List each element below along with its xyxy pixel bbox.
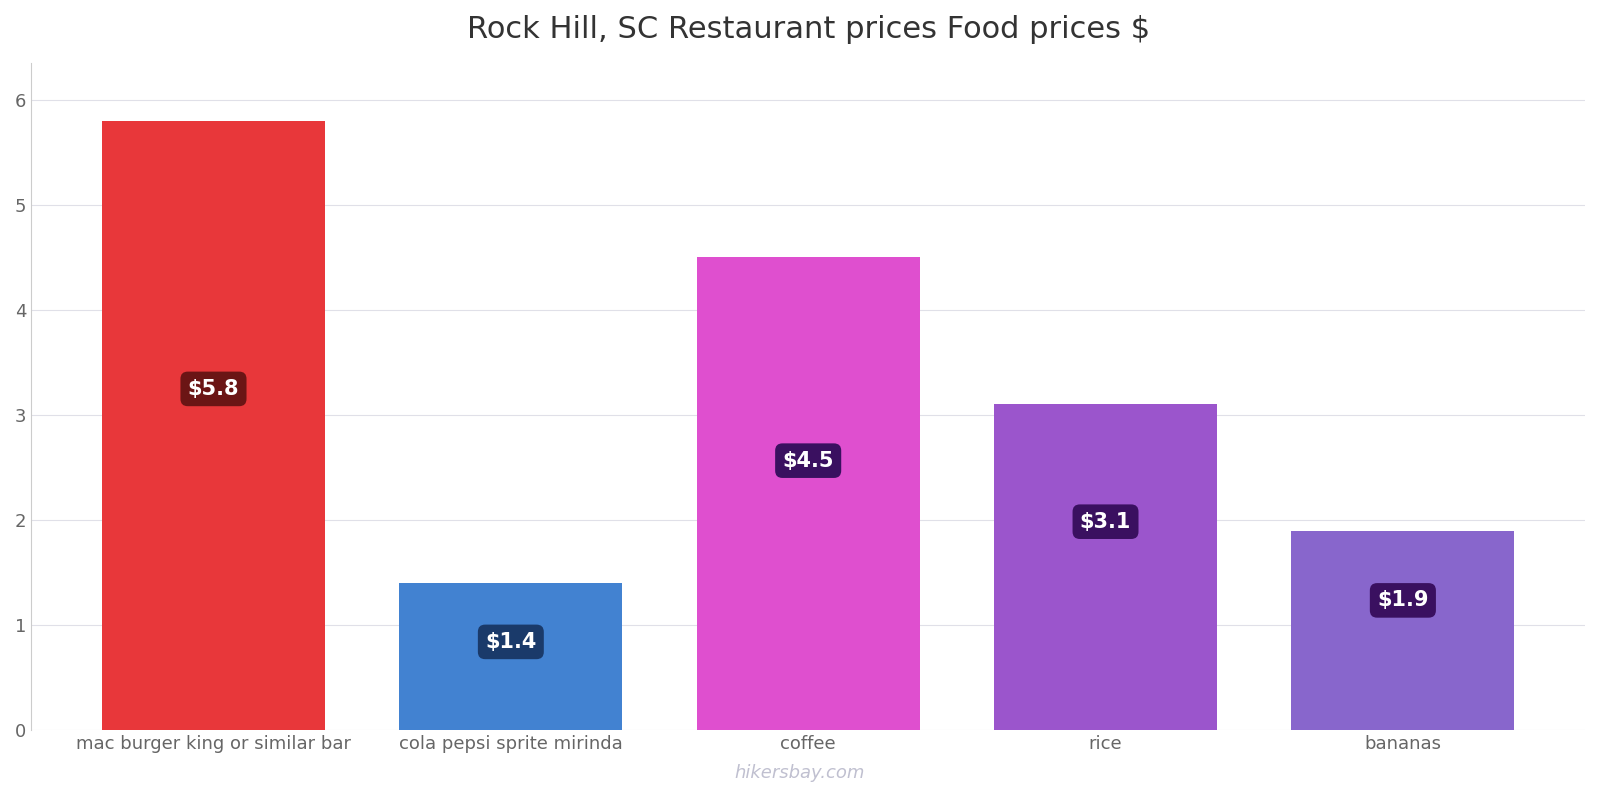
Text: $4.5: $4.5 xyxy=(782,450,834,470)
Text: $1.9: $1.9 xyxy=(1378,590,1429,610)
Title: Rock Hill, SC Restaurant prices Food prices $: Rock Hill, SC Restaurant prices Food pri… xyxy=(467,15,1150,44)
Bar xyxy=(1291,530,1514,730)
Text: $1.4: $1.4 xyxy=(485,632,536,652)
Text: $5.8: $5.8 xyxy=(187,379,240,399)
Bar xyxy=(994,405,1218,730)
Bar xyxy=(696,258,920,730)
Bar xyxy=(400,583,622,730)
Bar xyxy=(102,121,325,730)
Text: hikersbay.com: hikersbay.com xyxy=(734,765,866,782)
Text: $3.1: $3.1 xyxy=(1080,512,1131,532)
